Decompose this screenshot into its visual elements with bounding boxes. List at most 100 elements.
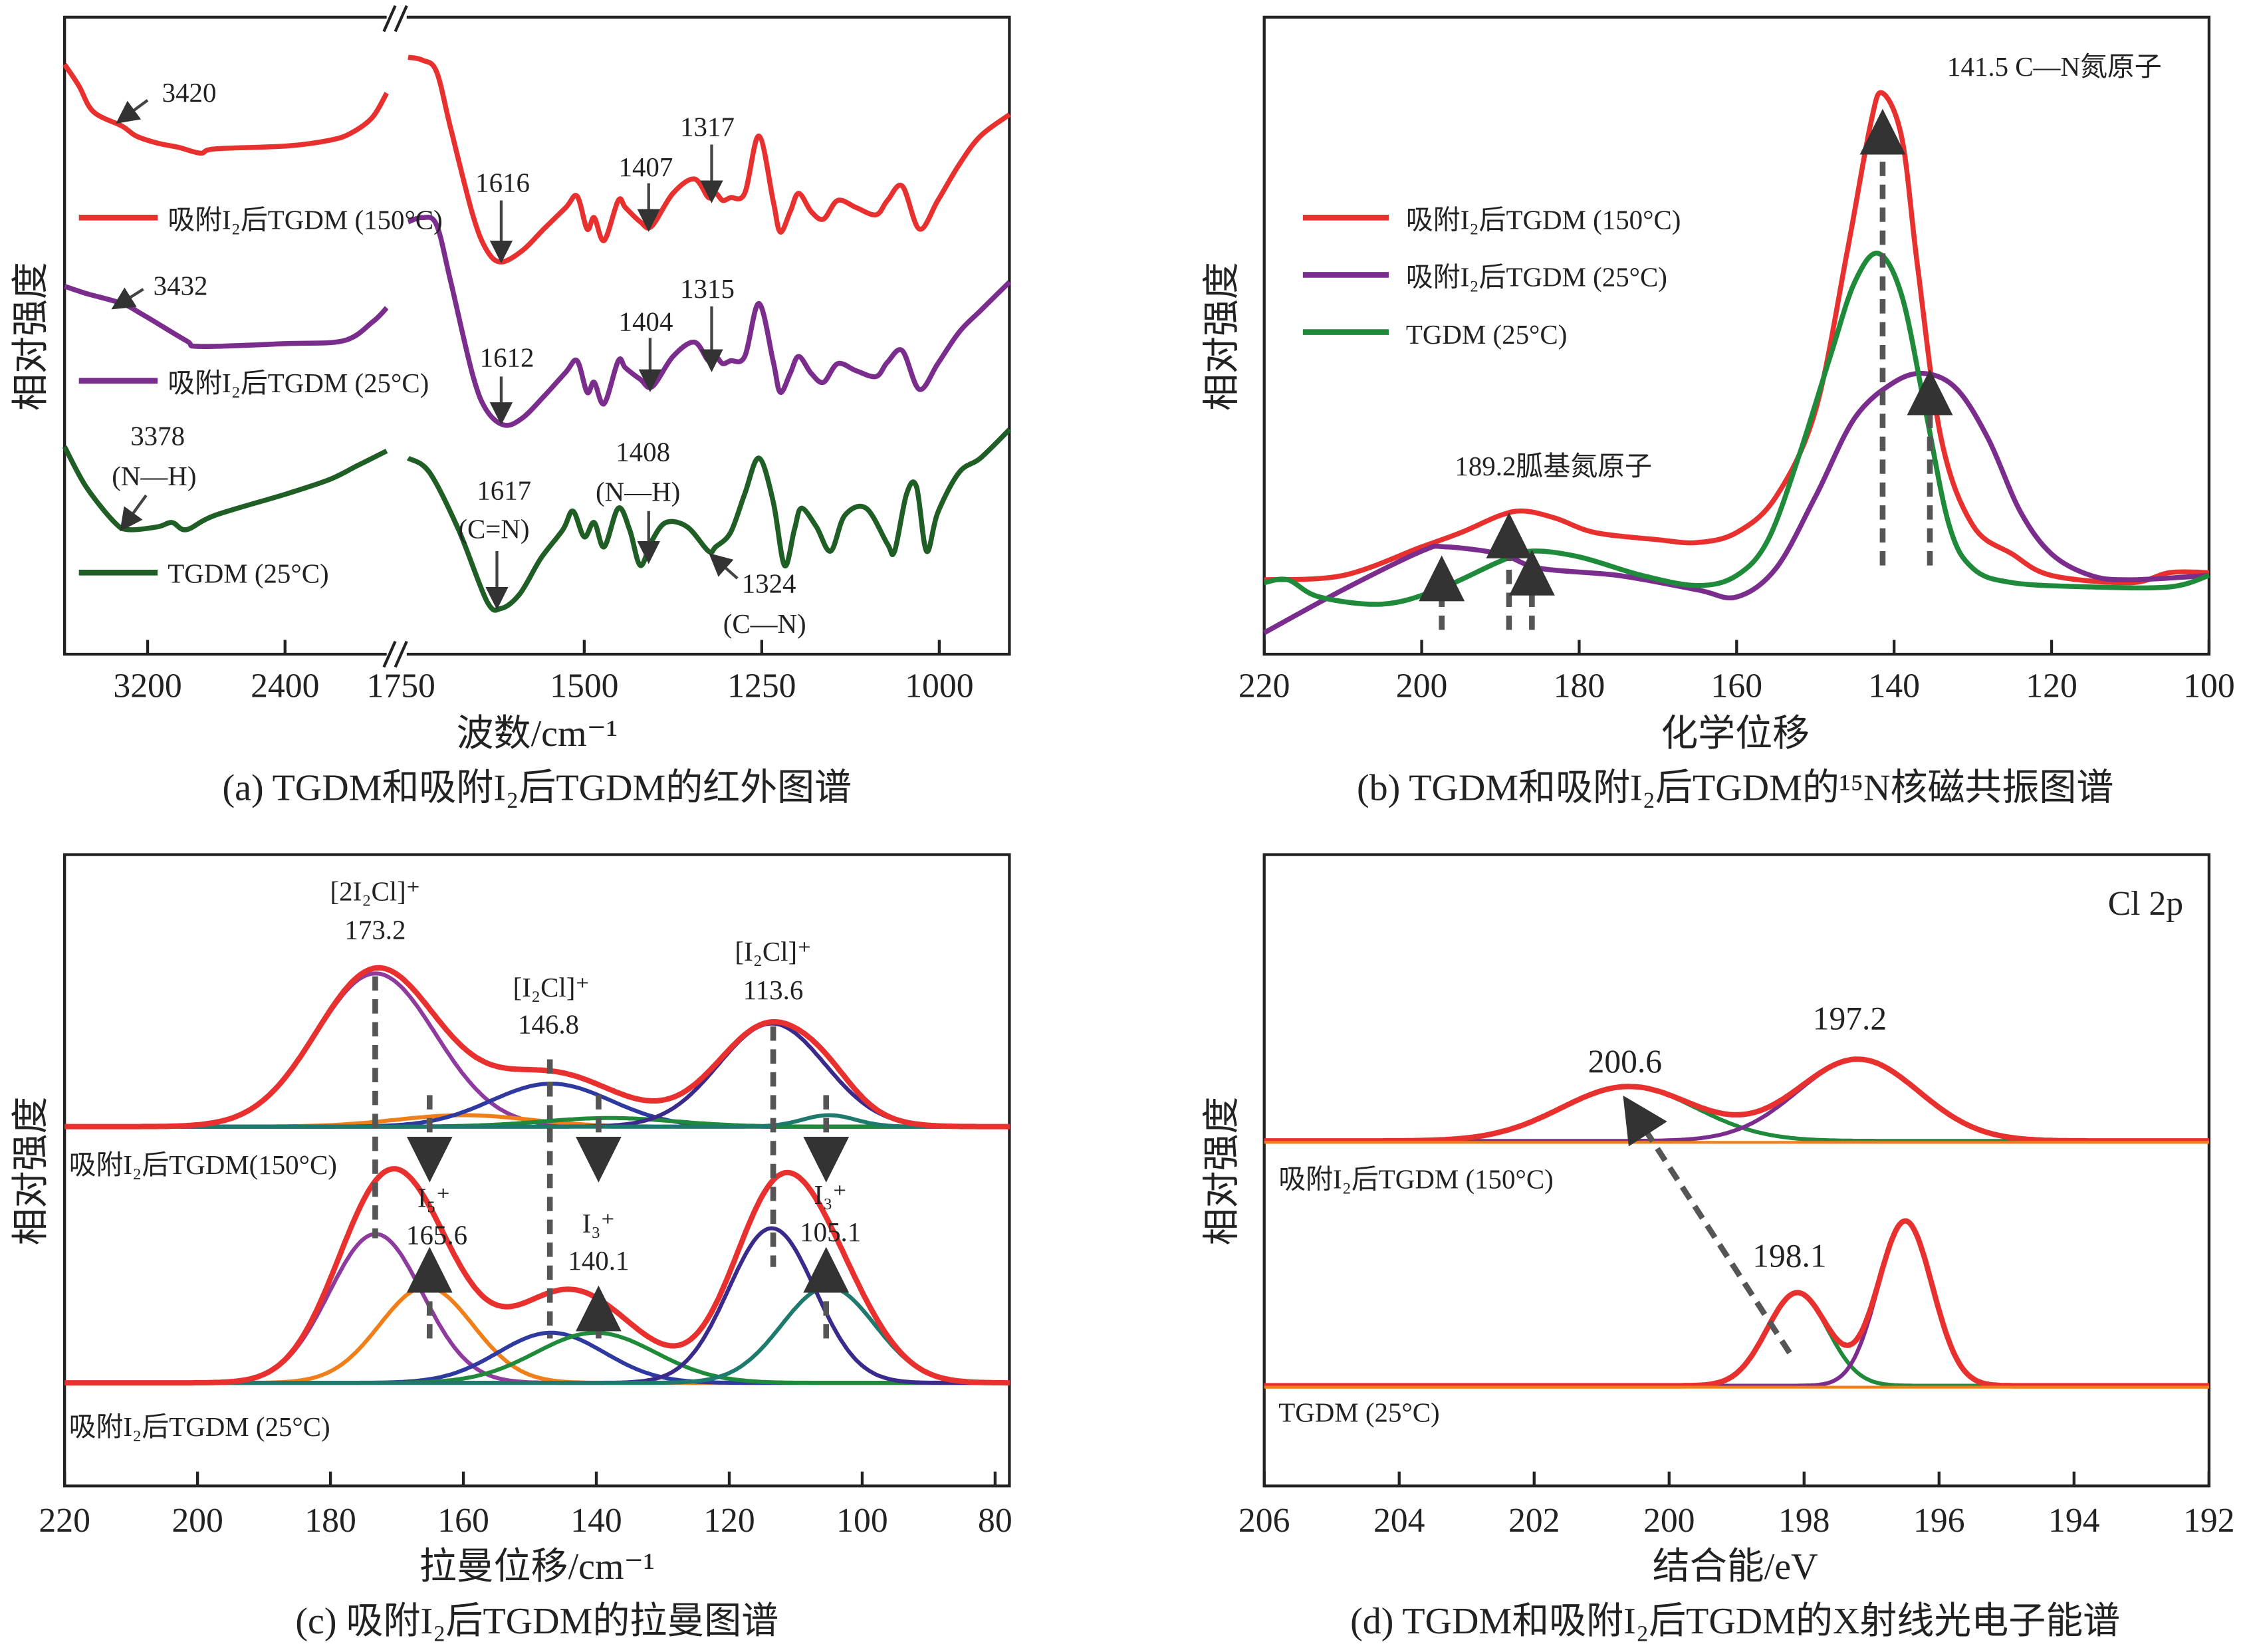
- ir-curve-left: [62, 62, 389, 156]
- arrow: [120, 494, 148, 532]
- annotations: [2I₂Cl]⁺ 173.2 [I₂Cl]⁺ 146.8 [I₂Cl]⁺ 113…: [69, 876, 862, 1441]
- peak-label: 1616: [475, 168, 530, 198]
- peak-label: 1617: [477, 476, 531, 506]
- x-tick-label: 80: [978, 1502, 1012, 1540]
- peak-assignment: (C=N): [458, 515, 529, 544]
- legend-label: 吸附I₂后TGDM (25°C): [1406, 263, 1667, 293]
- legend-label: 吸附I₂后TGDM (150°C): [168, 205, 443, 235]
- species-label: I₃⁺: [582, 1209, 615, 1239]
- arrow: [111, 287, 144, 310]
- legend-label: TGDM (25°C): [168, 558, 328, 588]
- x-tick-label: 100: [2183, 667, 2235, 705]
- x-tick-label: 200: [172, 1502, 223, 1540]
- legend-label: 吸附I₂后TGDM (150°C): [1406, 205, 1681, 235]
- spectrum-label: 吸附I₂后TGDM (25°C): [69, 1412, 330, 1442]
- peak-label: 197.2: [1813, 1000, 1887, 1036]
- x-tick-label: 100: [836, 1502, 888, 1540]
- species-label: [I₂Cl]⁺: [735, 937, 811, 967]
- fit-component-curve: [64, 1113, 1010, 1129]
- ir-curve-right: [407, 214, 1012, 428]
- x-tick-label: 194: [2048, 1502, 2100, 1540]
- peak-label: 113.6: [743, 975, 804, 1005]
- spectrum-label: 吸附I₂后TGDM (150°C): [1278, 1164, 1554, 1194]
- x-tick-label: 120: [703, 1502, 755, 1540]
- peak-label: 3378: [130, 421, 185, 451]
- legend-label: TGDM (25°C): [1406, 320, 1567, 350]
- arrow: [709, 552, 739, 580]
- peak-label: 1408: [616, 437, 670, 467]
- x-tick-label: 1000: [905, 667, 973, 705]
- arrow: [116, 99, 149, 124]
- ir-curve-right: [408, 55, 1011, 265]
- x-tick-label: 160: [437, 1502, 489, 1540]
- species-label: [I₂Cl]⁺: [513, 973, 590, 1003]
- x-tick-label: 200: [1396, 667, 1448, 705]
- peak-label: 140.1: [568, 1246, 629, 1276]
- panel-caption: (a) TGDM和吸附I₂后TGDM的红外图谱: [222, 768, 852, 809]
- x-axis-label: 拉曼位移/cm⁻¹: [419, 1546, 655, 1588]
- annotations: 3420 1616 1407 1317 3432 1612 1404 1315 …: [111, 78, 806, 639]
- core-level-label: Cl 2p: [2108, 885, 2183, 923]
- peak-label: 146.8: [518, 1010, 579, 1040]
- y-axis-label: 相对强度: [11, 1097, 52, 1246]
- plot-frame: [1262, 853, 2211, 1488]
- y-axis-label: 相对强度: [11, 262, 52, 411]
- x-tick-label: 198: [1778, 1502, 1830, 1540]
- x-tick-label: 180: [1554, 667, 1605, 705]
- envelope-curve: [1264, 1056, 2209, 1144]
- annotations: 141.5 C—N氮原子 189.2胍基氮原子: [1419, 52, 2162, 630]
- x-tick-label: 200: [1643, 1502, 1695, 1540]
- ir-curve-left: [62, 445, 388, 532]
- species-label: I₅⁺: [417, 1183, 450, 1213]
- peak-label: 1612: [480, 342, 534, 372]
- panel-d-xps-spectrum: 206 204 202 200 198 196 194 192 Cl 2p 197.2 200…: [1201, 853, 2235, 1642]
- ir-curve-left: [63, 284, 389, 349]
- x-tick-label: 220: [39, 1502, 90, 1540]
- x-axis-label: 波数/cm⁻¹: [457, 713, 618, 755]
- x-tick-label: 140: [1868, 667, 1920, 705]
- peak-assignment: (N—H): [112, 461, 196, 491]
- x-tick-label: 3200: [113, 667, 181, 705]
- peak-label: 105.1: [800, 1217, 861, 1247]
- x-tick-label: 180: [304, 1502, 356, 1540]
- x-tick-label: 160: [1711, 667, 1763, 705]
- panel-b-nmr-spectrum: 220 200 180 160 140 120 100 吸附I₂后TGDM (150°C) …: [1201, 15, 2235, 809]
- peak-label: 1407: [619, 152, 673, 182]
- envelope-curve: [64, 1166, 1010, 1386]
- ir-curve-right: [406, 427, 1012, 613]
- species-label: I₃⁺: [814, 1180, 846, 1210]
- species-label: [2I₂Cl]⁺: [330, 876, 421, 906]
- peak-label: 200.6: [1588, 1043, 1662, 1080]
- peak-assignment: (C—N): [723, 609, 806, 639]
- peak-label: 1404: [619, 306, 673, 336]
- panel-c-raman-spectrum: 220 200 180 160 140 120 100 80 [2I₂Cl]⁺ 173.2 […: [11, 853, 1012, 1642]
- peak-label: 3420: [162, 78, 217, 108]
- x-axis-label: 化学位移: [1661, 713, 1810, 755]
- panel-caption: (c) 吸附I₂后TGDM的拉曼图谱: [295, 1601, 778, 1642]
- peak-label: 198.1: [1752, 1238, 1826, 1274]
- x-tick-label: 2400: [251, 667, 319, 705]
- peak-label: 189.2胍基氮原子: [1455, 451, 1652, 481]
- peak-label: 165.6: [406, 1220, 467, 1250]
- x-tick-label: 120: [2026, 667, 2077, 705]
- panel-caption: (d) TGDM和吸附I₂后TGDM的X射线光电子能谱: [1350, 1601, 2120, 1642]
- x-tick-label: 192: [2183, 1502, 2235, 1540]
- peak-assignment: (N—H): [596, 477, 680, 507]
- envelope-curve: [64, 965, 1010, 1129]
- x-tick-label: 196: [1913, 1502, 1965, 1540]
- axis-break-mark: [382, 5, 408, 668]
- legend-label: 吸附I₂后TGDM (25°C): [168, 368, 429, 398]
- x-tick-label: 220: [1239, 667, 1290, 705]
- fit-component-curve: [1264, 1057, 2209, 1143]
- x-tick-label: 1250: [727, 667, 796, 705]
- peak-label: 1317: [680, 112, 735, 142]
- y-axis-label: 相对强度: [1201, 262, 1242, 411]
- spectrum-label: TGDM (25°C): [1278, 1397, 1439, 1427]
- legend: 吸附I₂后TGDM (150°C) 吸附I₂后TGDM (25°C) TGDM …: [1302, 205, 1681, 350]
- peak-label: 173.2: [344, 915, 406, 945]
- y-axis-label: 相对强度: [1201, 1097, 1242, 1246]
- x-tick-label: 202: [1508, 1502, 1560, 1540]
- dashed-arrow: [1623, 1095, 1792, 1355]
- x-axis-label: 结合能/eV: [1653, 1546, 1818, 1588]
